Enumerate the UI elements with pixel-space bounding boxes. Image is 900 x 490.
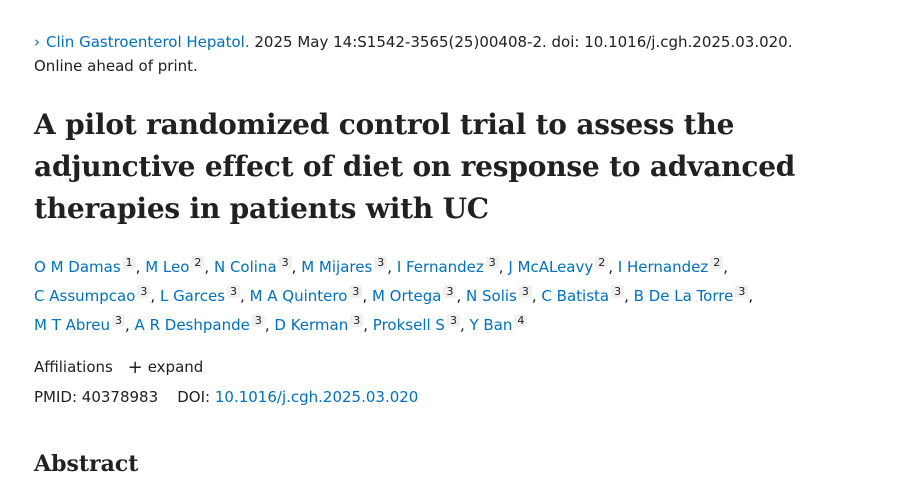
- affiliation-number[interactable]: 3: [374, 256, 388, 269]
- author-item: D Kerman 3,: [274, 314, 373, 334]
- author-item: M Mijares 3,: [301, 256, 397, 276]
- expand-label: expand: [147, 358, 204, 376]
- pmid-value: 40378983: [81, 388, 159, 406]
- affiliation-number[interactable]: 3: [446, 314, 460, 327]
- author-item: I Fernandez 3,: [396, 256, 509, 276]
- affiliation-number[interactable]: 2: [595, 256, 609, 269]
- author-item: Y Ban 4: [469, 314, 528, 334]
- affiliation-number[interactable]: 3: [227, 285, 241, 298]
- affiliation-number[interactable]: 3: [278, 256, 292, 269]
- author-link[interactable]: Proksell S: [372, 316, 445, 334]
- author-item: C Assumpcao 3,: [34, 285, 160, 305]
- author-item: L Garces 3,: [159, 285, 250, 305]
- author-link[interactable]: D Kerman: [274, 316, 349, 334]
- author-link[interactable]: C Batista: [541, 287, 610, 305]
- author-item: M A Quintero 3,: [249, 285, 372, 305]
- journal-link[interactable]: Clin Gastroenterol Hepatol.: [46, 33, 250, 51]
- author-item: J McALeavy 2,: [508, 256, 618, 276]
- author-link[interactable]: B De La Torre: [633, 287, 734, 305]
- author-item: O M Damas 1,: [34, 256, 146, 276]
- affiliation-number[interactable]: 3: [112, 314, 125, 327]
- publication-status: Online ahead of print.: [34, 57, 198, 75]
- abstract-heading: Abstract: [34, 451, 139, 477]
- affiliations-row: Affiliations + expand: [34, 355, 203, 380]
- affiliation-number[interactable]: 4: [514, 314, 528, 327]
- author-link[interactable]: L Garces: [159, 287, 226, 305]
- author-item: M Ortega 3,: [371, 285, 467, 305]
- author-item: N Solis 3,: [466, 285, 542, 305]
- author-link[interactable]: O M Damas: [34, 258, 121, 276]
- affiliation-number[interactable]: 3: [350, 314, 364, 327]
- author-link[interactable]: M Leo: [145, 258, 190, 276]
- author-link[interactable]: I Hernandez: [617, 258, 709, 276]
- author-link[interactable]: I Fernandez: [396, 258, 484, 276]
- article-title: A pilot randomized control trial to asse…: [34, 108, 796, 225]
- affiliations-expand-button[interactable]: + expand: [128, 355, 204, 380]
- author-item: I Hernandez 2,: [617, 256, 729, 276]
- affiliation-number[interactable]: 3: [485, 256, 499, 269]
- affiliation-number[interactable]: 3: [518, 285, 532, 298]
- affiliations-label: Affiliations: [34, 358, 113, 376]
- author-link[interactable]: C Assumpcao: [34, 287, 136, 305]
- doi-label: DOI:: [177, 388, 211, 406]
- pmid-label: PMID:: [34, 388, 78, 406]
- author-item: C Batista 3,: [541, 285, 634, 305]
- affiliation-number[interactable]: 3: [349, 285, 363, 298]
- author-link[interactable]: Y Ban: [469, 316, 513, 334]
- chevron-right-icon[interactable]: ›: [34, 33, 40, 51]
- author-item: M T Abreu 3,: [34, 314, 135, 334]
- author-item: A R Deshpande 3,: [134, 314, 275, 334]
- author-link[interactable]: A R Deshpande: [134, 316, 250, 334]
- affiliation-number[interactable]: 3: [443, 285, 457, 298]
- author-link[interactable]: J McALeavy: [508, 258, 594, 276]
- author-link[interactable]: N Solis: [466, 287, 517, 305]
- author-link[interactable]: M Ortega: [371, 287, 442, 305]
- affiliation-number[interactable]: 3: [611, 285, 625, 298]
- identifiers-row: PMID: 40378983 DOI: 10.1016/j.cgh.2025.0…: [34, 385, 418, 409]
- plus-icon: +: [127, 357, 143, 378]
- citation-details: 2025 May 14:S1542-3565(25)00408-2. doi: …: [249, 33, 793, 51]
- citation: › Clin Gastroenterol Hepatol. 2025 May 14…: [34, 30, 874, 78]
- author-link[interactable]: N Colina: [213, 258, 277, 276]
- author-list: O M Damas 1, M Leo 2, N Colina 3, M Mijares…: [34, 253, 864, 340]
- author-link[interactable]: M T Abreu: [34, 316, 110, 334]
- affiliation-number[interactable]: 2: [710, 256, 724, 269]
- author-link[interactable]: M Mijares: [301, 258, 373, 276]
- affiliation-number[interactable]: 1: [122, 256, 136, 269]
- author-item: M Leo 2,: [145, 256, 214, 276]
- author-item: N Colina 3,: [213, 256, 302, 276]
- affiliation-number[interactable]: 3: [735, 285, 749, 298]
- affiliation-number[interactable]: 2: [191, 256, 205, 269]
- doi-link[interactable]: 10.1016/j.cgh.2025.03.020: [214, 388, 419, 406]
- affiliation-number[interactable]: 3: [251, 314, 265, 327]
- author-item: B De La Torre 3,: [633, 285, 754, 305]
- author-link[interactable]: M A Quintero: [249, 287, 348, 305]
- affiliation-number[interactable]: 3: [137, 285, 151, 298]
